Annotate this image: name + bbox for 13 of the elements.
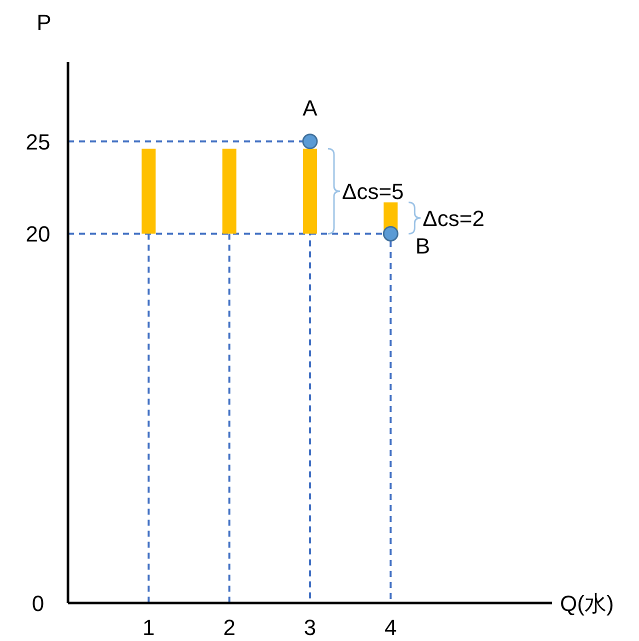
y-axis-title: P (36, 10, 52, 35)
annotation: B (415, 234, 430, 259)
x-tick-label: 3 (304, 615, 316, 640)
x-tick-label: 4 (384, 615, 397, 640)
x-tick-label: 1 (142, 615, 155, 640)
annotation: A (302, 95, 318, 120)
y-tick-label: 0 (32, 591, 44, 616)
annotation: Δcs=5 (342, 179, 404, 204)
x-axis-title: Q(水) (560, 591, 614, 616)
x-tick-label: 2 (223, 615, 236, 640)
annotation: Δcs=2 (422, 206, 484, 232)
y-tick-label: 25 (26, 129, 50, 154)
y-tick-label: 20 (26, 222, 50, 247)
